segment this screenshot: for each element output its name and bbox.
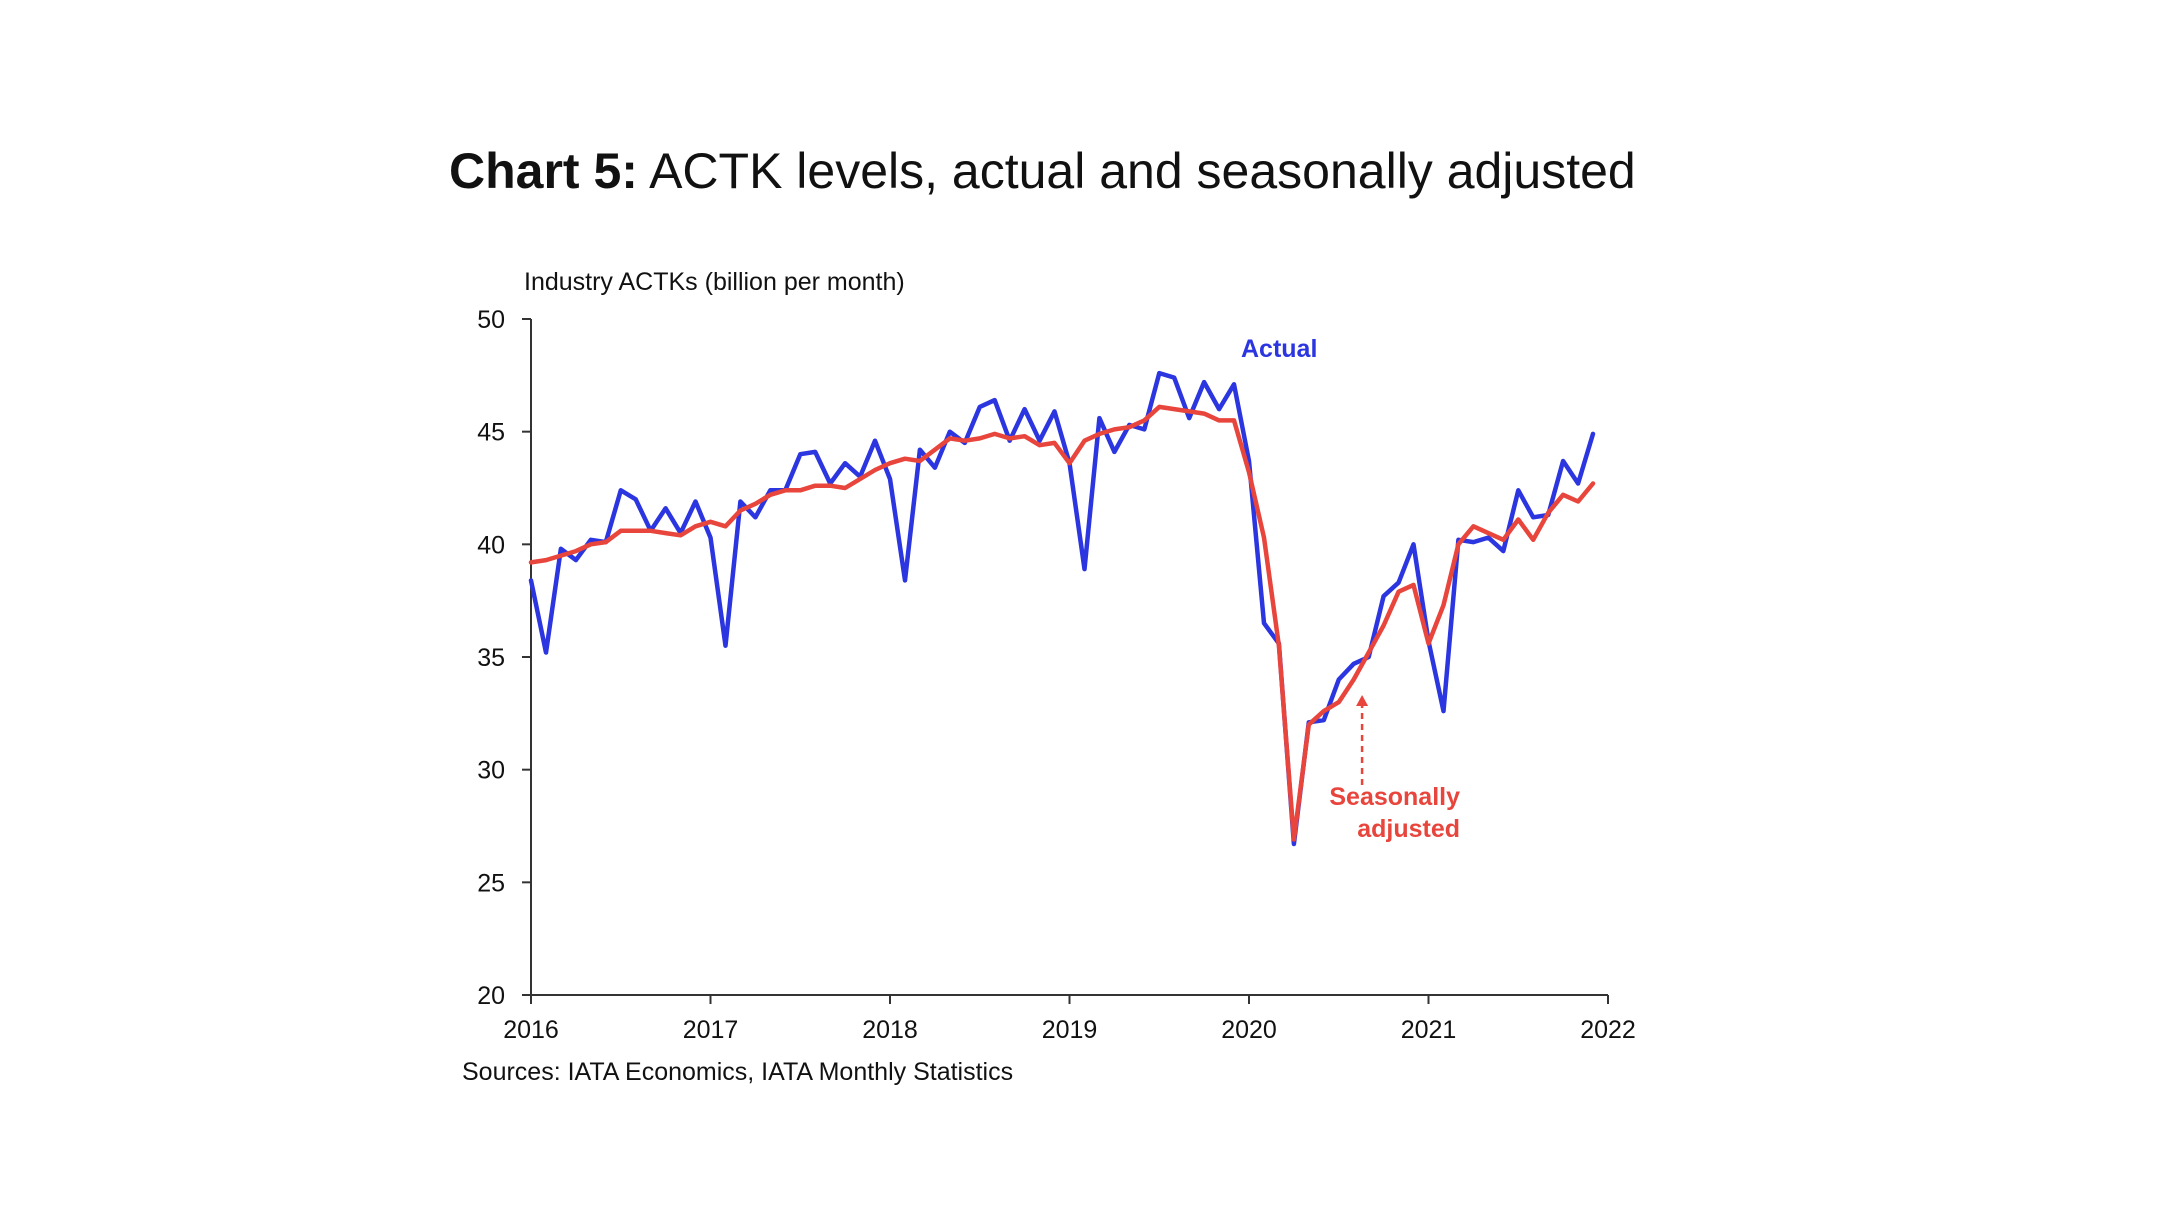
annotation-arrow-head: [1356, 695, 1369, 706]
seasonally-adjusted-series-line: [528, 404, 1596, 842]
y-tick-label: 45: [477, 419, 505, 447]
y-tick-label: 25: [477, 869, 505, 897]
seasonally-adjusted-label-line2: adjusted: [1357, 815, 1460, 843]
chart-title: Chart 5: ACTK levels, actual and seasona…: [449, 142, 1636, 200]
x-tick-label: 2021: [1401, 1016, 1457, 1044]
actual-label: Actual: [1241, 335, 1317, 363]
x-tick-label: 2022: [1580, 1016, 1636, 1044]
annotations: Actual Seasonally adjusted: [1241, 335, 1460, 843]
x-tick-label: 2017: [683, 1016, 739, 1044]
x-tick-label: 2018: [862, 1016, 918, 1044]
seasonally-adjusted-label-line1: Seasonally: [1329, 783, 1460, 811]
source-note: Sources: IATA Economics, IATA Monthly St…: [462, 1058, 1014, 1086]
chart-title-prefix: Chart 5:: [449, 143, 638, 199]
actual-series-line: [528, 370, 1596, 847]
y-axis-label: Industry ACTKs (billion per month): [524, 268, 905, 296]
series-lines: [528, 370, 1596, 847]
y-tick-label: 40: [477, 531, 505, 559]
y-tick-label: 20: [477, 982, 505, 1010]
x-tick-label: 2020: [1221, 1016, 1277, 1044]
y-tick-label: 35: [477, 644, 505, 672]
y-tick-label: 30: [477, 757, 505, 785]
x-tick-label: 2016: [503, 1016, 559, 1044]
chart-title-text: ACTK levels, actual and seasonally adjus…: [649, 143, 1636, 199]
axes: 20 25 30 35 40 45 50 2016 2017 2018 2019 2020 2021 20…: [477, 306, 1636, 1044]
x-tick-label: 2019: [1042, 1016, 1098, 1044]
y-tick-label: 50: [477, 306, 505, 334]
